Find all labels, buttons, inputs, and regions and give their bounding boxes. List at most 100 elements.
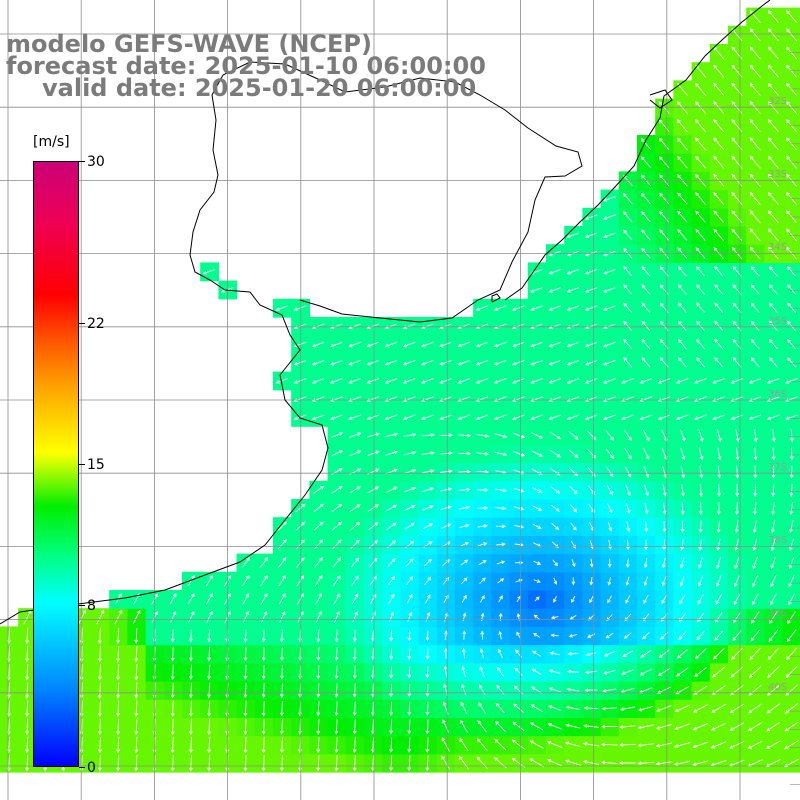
wind-arrow: [607, 558, 612, 568]
wind-arrow: [457, 359, 470, 366]
wind-arrow: [571, 595, 576, 604]
wind-arrow: [640, 649, 652, 658]
wind-arrow: [582, 759, 600, 765]
wind-arrow: [655, 761, 673, 766]
wind-arrow: [349, 486, 361, 494]
wind-arrow: [624, 466, 632, 478]
wind-arrow: [589, 558, 594, 568]
wind-arrow: [243, 755, 248, 772]
wind-arrow: [570, 522, 577, 531]
wind-arrow: [747, 740, 763, 749]
wind-arrow: [603, 341, 616, 348]
wind-arrow: [134, 718, 139, 736]
wind-arrow: [407, 666, 412, 679]
wind-arrow: [619, 760, 636, 765]
wind-arrow: [530, 378, 543, 384]
wind-arrow: [680, 520, 685, 533]
wind-arrow: [564, 759, 581, 766]
wind-arrow: [713, 228, 725, 242]
wind-arrow: [623, 266, 633, 277]
wind-arrow: [459, 505, 471, 510]
wind-arrow: [769, 357, 778, 368]
wind-arrow: [603, 669, 616, 675]
wind-arrow: [678, 266, 687, 277]
wind-arrow: [366, 341, 379, 348]
wind-arrow: [404, 522, 415, 530]
wind-arrow: [461, 683, 467, 696]
wind-arrow: [695, 648, 707, 660]
wind-arrow: [331, 521, 343, 531]
wind-arrow: [623, 229, 633, 241]
wind-arrow: [750, 320, 760, 332]
wind-arrow: [439, 341, 452, 348]
wind-arrow: [551, 504, 560, 512]
wind-arrow: [786, 100, 798, 114]
wind-arrow: [679, 575, 685, 587]
wind-arrow: [566, 305, 580, 311]
wind-arrow: [547, 740, 563, 749]
wind-arrow: [531, 450, 544, 457]
wind-arrow: [698, 538, 703, 551]
wind-arrow: [334, 647, 339, 662]
wind-arrow: [787, 284, 796, 295]
wind-arrow: [789, 447, 794, 461]
wind-arrow: [602, 688, 617, 693]
wind-arrow: [457, 378, 470, 384]
wind-arrow: [548, 687, 561, 693]
wind-arrow: [421, 378, 434, 384]
wind-arrow: [716, 429, 722, 443]
wind-arrow: [116, 755, 120, 772]
wind-arrow: [187, 574, 195, 587]
wind-arrow: [389, 755, 393, 772]
wind-arrow: [533, 614, 540, 620]
wind-arrow: [750, 266, 760, 277]
wind-arrow: [207, 682, 211, 699]
wind-arrow: [425, 683, 430, 698]
wind-arrow: [789, 502, 794, 516]
wind-arrow: [605, 632, 614, 639]
wind-arrow: [566, 287, 580, 293]
wind-arrow: [717, 447, 722, 461]
wind-arrow: [662, 484, 667, 497]
wind-arrow: [316, 683, 321, 698]
wind-arrow: [407, 737, 412, 753]
wind-arrow: [750, 629, 760, 642]
wind-arrow: [334, 665, 339, 680]
wind-arrow: [752, 575, 759, 588]
wind-arrow: [425, 612, 431, 622]
wind-arrow: [607, 503, 613, 514]
wind-arrow: [243, 682, 248, 699]
wind-arrow: [639, 414, 652, 421]
wind-arrow: [787, 302, 796, 313]
wind-arrow: [676, 119, 688, 133]
wind-arrow: [767, 137, 779, 151]
wind-arrow: [494, 433, 508, 439]
wind-arrow: [712, 666, 726, 678]
wind-arrow: [623, 338, 633, 350]
wind-arrow: [116, 700, 120, 718]
wind-arrow: [530, 341, 543, 348]
wind-arrow: [730, 378, 743, 384]
wind-arrow: [749, 191, 761, 205]
wind-arrow: [334, 683, 339, 698]
wind-arrow: [368, 539, 378, 549]
wind-arrow: [422, 487, 435, 493]
wind-arrow: [692, 722, 709, 731]
wind-arrow: [566, 414, 580, 421]
wind-arrow: [714, 266, 724, 277]
wind-arrow: [389, 683, 394, 698]
wind-arrow: [566, 232, 580, 239]
wind-arrow: [766, 378, 780, 384]
wind-arrow: [384, 341, 398, 348]
wind-arrow: [696, 320, 705, 332]
wind-arrow: [259, 557, 269, 568]
wind-arrow: [407, 683, 412, 698]
wind-arrow: [548, 378, 561, 384]
wind-arrow: [477, 505, 489, 510]
coastline: [0, 0, 771, 625]
wind-arrow: [261, 682, 266, 699]
wind-arrow: [352, 755, 357, 772]
wind-arrow: [548, 287, 561, 293]
wind-arrow: [644, 502, 649, 515]
wind-arrow: [600, 742, 618, 747]
